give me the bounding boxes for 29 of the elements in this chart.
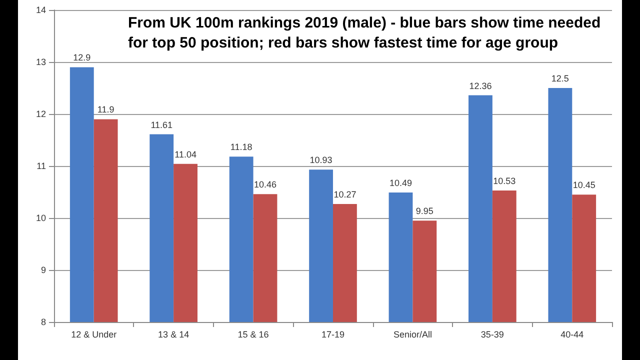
data-label: 10.45 xyxy=(572,180,596,190)
data-label: 10.53 xyxy=(493,176,516,186)
x-tick-label: 40-44 xyxy=(560,330,584,340)
y-tick-label: 12 xyxy=(36,109,46,119)
data-label: 11.18 xyxy=(230,142,252,152)
data-label: 10.46 xyxy=(254,180,277,190)
data-label: 10.49 xyxy=(389,178,412,188)
data-label: 11.61 xyxy=(150,120,173,130)
data-label: 11.9 xyxy=(97,104,114,115)
data-label: 12.5 xyxy=(551,74,569,84)
data-label: 12.9 xyxy=(73,52,91,63)
data-label: 11.04 xyxy=(174,149,196,160)
y-tick-label: 13 xyxy=(36,57,46,67)
x-tick-label: 12 & Under xyxy=(71,330,117,340)
data-label: 9.95 xyxy=(416,206,434,216)
data-label: 10.93 xyxy=(310,155,332,166)
y-tick-label: 14 xyxy=(36,5,46,15)
data-label: 10.27 xyxy=(334,189,356,200)
y-tick-label: 9 xyxy=(40,265,46,275)
data-label: 12.36 xyxy=(469,80,492,91)
x-tick-label: Senior/All xyxy=(393,330,432,340)
y-tick-label: 8 xyxy=(40,317,46,327)
y-tick-label: 10 xyxy=(36,213,46,223)
x-tick-label: 17-19 xyxy=(321,330,345,340)
x-tick-label: 13 & 14 xyxy=(158,330,190,340)
y-tick-label: 11 xyxy=(36,161,46,171)
x-tick-label: 15 & 16 xyxy=(238,330,269,340)
text: From UK 100m rankings 2019 (male) - blue bars show time needed for top 50 position; red bars show fastest time for age group xyxy=(128,14,605,52)
x-tick-label: 35-39 xyxy=(480,330,504,340)
